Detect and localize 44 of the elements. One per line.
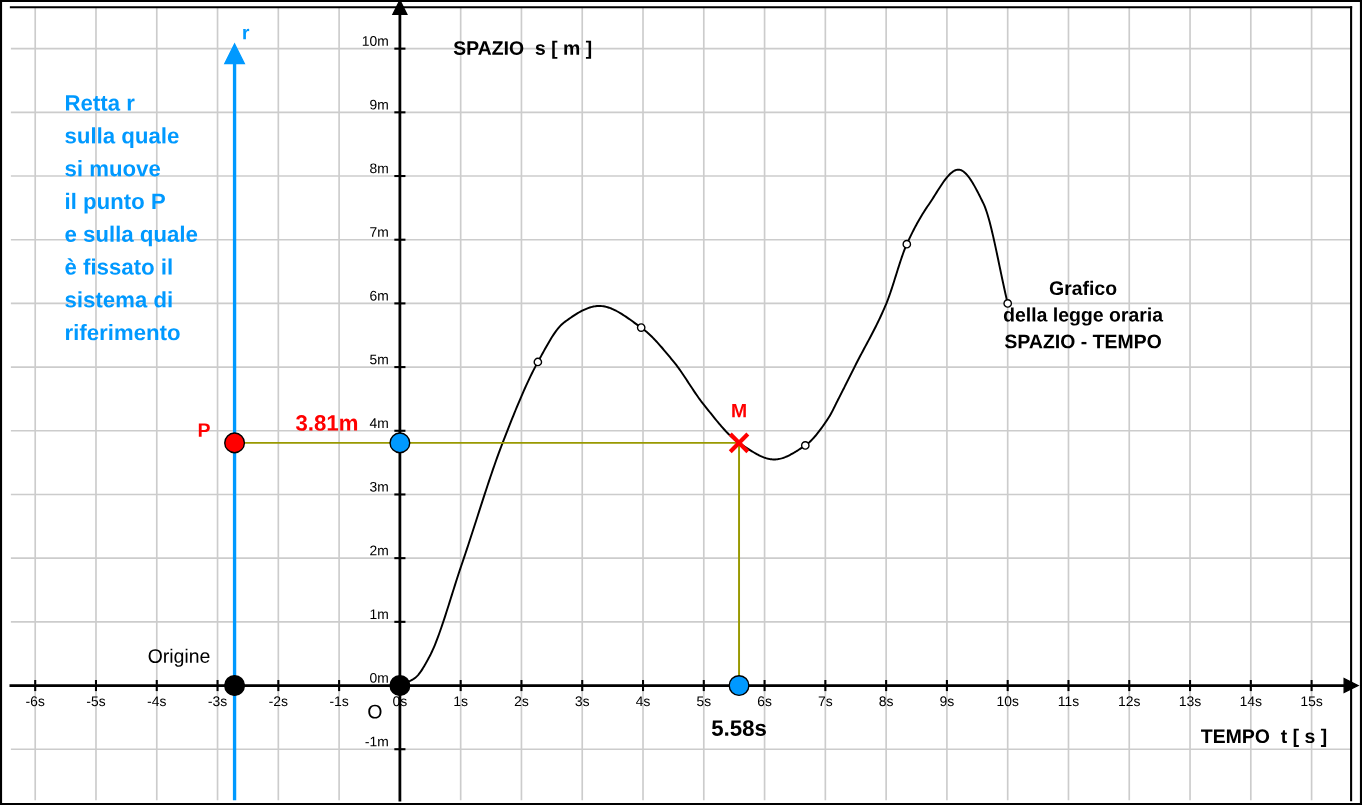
x-tick-label: 14s [1240, 696, 1262, 707]
series-label: O [368, 704, 382, 719]
y-tick-label: 3m [370, 481, 388, 492]
x-tick-label: 3s [575, 696, 590, 707]
x-tick-label: 5s [697, 696, 711, 707]
x-tick-label: 11s [1058, 696, 1079, 707]
series-label: Origine [148, 648, 210, 667]
x-tick-label: -4s [147, 696, 166, 707]
x-tick-label: 1s [454, 696, 468, 707]
series-label: r [243, 28, 250, 40]
y-tick-label: 6m [370, 290, 388, 301]
y-tick-label: 2m [370, 545, 388, 556]
y-tick-label: 10m [362, 36, 388, 46]
y-axis-title: SPAZIO s [ m ] [453, 40, 592, 59]
annotation: Retta r sulla quale si muove il punto P e sulla quale è fissato il sistema di riferimento [65, 95, 198, 341]
x-tick-label: -3s [208, 696, 227, 707]
x-tick-label: 4s [636, 696, 650, 707]
x-tick-label: 9s [940, 696, 954, 707]
y-tick-label: 0m [370, 672, 388, 683]
series-label: P [198, 423, 210, 437]
y-tick-label: 8m [370, 163, 388, 174]
y-tick-label: 9m [370, 99, 388, 110]
y-tick-label: 5m [370, 354, 388, 365]
y-tick-label: 7m [370, 227, 388, 237]
annotation: 5.58s [711, 720, 766, 736]
x-tick-label: 10s [997, 696, 1019, 707]
y-tick-label: 1m [370, 609, 388, 619]
x-tick-label: 6s [757, 696, 772, 707]
x-tick-label: 8s [879, 696, 893, 707]
annotation: Grafico della legge oraria SPAZIO - TEMPO [1003, 280, 1164, 349]
series-label: M [732, 403, 746, 418]
x-tick-label: 12s [1119, 696, 1140, 707]
y-tick-label: -1m [365, 736, 388, 747]
annotation: 3.81m [295, 415, 358, 431]
x-tick-label: 15s [1301, 696, 1323, 707]
x-tick-label: -2s [269, 696, 288, 707]
x-axis-title: TEMPO t [ s ] [1201, 728, 1327, 747]
x-tick-label: 7s [818, 696, 833, 707]
x-tick-label: 2s [514, 696, 529, 707]
y-tick-label: 4m [369, 418, 388, 428]
x-tick-label: 13s [1179, 696, 1201, 707]
x-tick-label: -1s [330, 696, 349, 707]
x-tick-label: -6s [26, 696, 45, 707]
x-tick-label: -5s [86, 696, 106, 707]
